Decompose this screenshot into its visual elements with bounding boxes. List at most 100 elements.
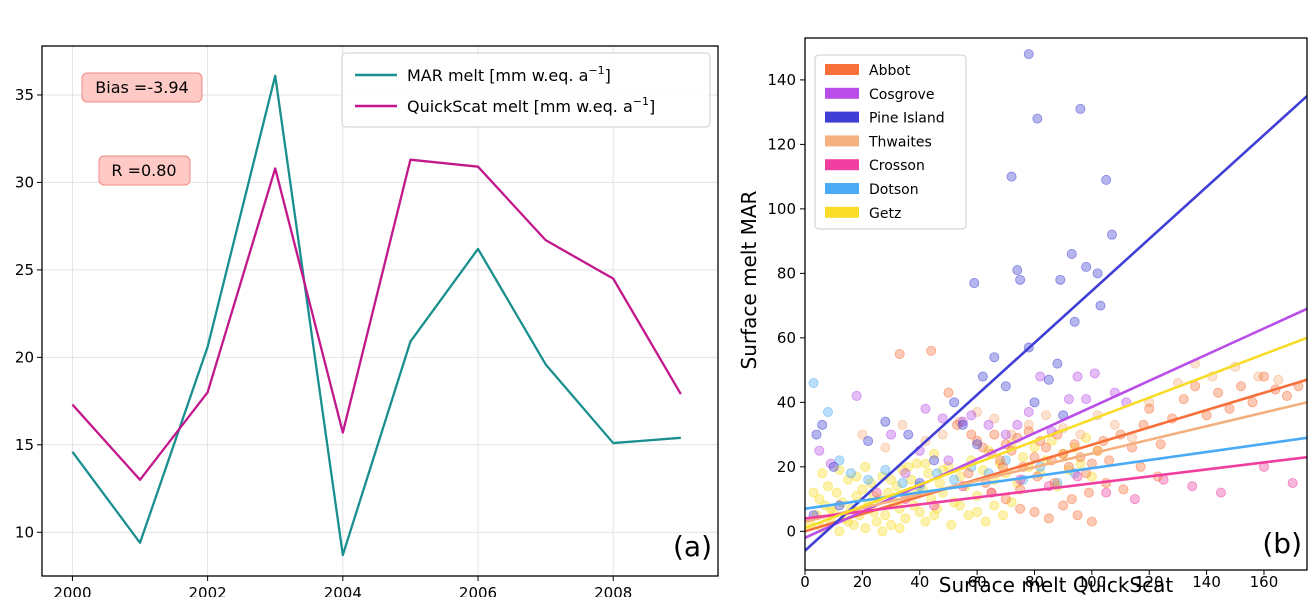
y-tick-label: 80	[777, 264, 796, 282]
point-pine-island	[817, 419, 828, 430]
point-pine-island	[957, 419, 968, 430]
legend-swatch-dotson	[825, 183, 859, 194]
panel-a-series	[71, 74, 682, 557]
y-tick-label: 140	[767, 71, 796, 89]
point-cosgrove	[1023, 407, 1034, 418]
point-crosson	[1287, 477, 1298, 488]
point-pine-island	[903, 429, 914, 440]
bias-annotation: Bias =-3.94	[81, 72, 203, 103]
point-cosgrove	[1081, 394, 1092, 405]
point-getz	[977, 465, 988, 476]
y-tick-label: 35	[15, 86, 34, 104]
point-getz	[920, 458, 931, 469]
point-thwaites	[1253, 371, 1264, 382]
point-pine-island	[863, 436, 874, 447]
point-abbot	[1015, 503, 1026, 514]
point-cosgrove	[886, 429, 897, 440]
x-axis-label: Surface melt QuickScat	[939, 573, 1174, 597]
point-cosgrove	[851, 390, 862, 401]
point-abbot	[966, 429, 977, 440]
point-cosgrove	[943, 455, 954, 466]
y-tick-label: 40	[777, 393, 796, 411]
point-abbot	[943, 387, 954, 398]
point-cosgrove	[1035, 371, 1046, 382]
point-pine-island	[1052, 358, 1063, 369]
point-thwaites	[937, 429, 948, 440]
point-getz	[860, 523, 871, 534]
legend-swatch-pine-island	[825, 111, 859, 123]
y-tick-label: 100	[767, 200, 796, 218]
point-dotson	[808, 377, 819, 388]
point-pine-island	[969, 278, 980, 289]
point-thwaites	[989, 413, 1000, 424]
point-getz	[894, 523, 905, 534]
point-getz	[903, 461, 914, 472]
point-getz	[980, 516, 991, 527]
point-thwaites	[897, 419, 908, 430]
point-pine-island	[1055, 274, 1066, 285]
panel-b-frame	[804, 37, 1308, 571]
point-cosgrove	[1089, 368, 1100, 379]
fit-line-cosgrove	[805, 307, 1307, 539]
panel-a-frame	[41, 45, 719, 577]
point-thwaites	[1273, 374, 1284, 385]
point-getz	[1029, 442, 1040, 453]
fit-line-crosson	[805, 455, 1307, 520]
point-getz	[834, 465, 845, 476]
point-pine-island	[1015, 274, 1026, 285]
point-pine-island	[1106, 229, 1117, 240]
bias-text: Bias =-3.94	[95, 78, 188, 97]
point-getz	[906, 474, 917, 485]
point-abbot	[1040, 442, 1051, 453]
point-cosgrove	[957, 416, 968, 427]
point-getz	[929, 510, 940, 521]
point-abbot	[989, 429, 1000, 440]
point-pine-island	[880, 416, 891, 427]
x-tick-label: 2006	[459, 584, 497, 597]
legend-label-dotson: Dotson	[869, 182, 919, 198]
point-abbot	[1144, 403, 1155, 414]
point-cosgrove	[966, 410, 977, 421]
x-tick-label: 60	[968, 573, 987, 591]
point-abbot	[1135, 461, 1146, 472]
point-getz	[963, 510, 974, 521]
y-tick-label: 60	[777, 329, 796, 347]
point-cosgrove	[983, 419, 994, 430]
x-tick-label: 160	[1250, 573, 1279, 591]
point-abbot	[1000, 494, 1011, 505]
y-tick-label: 15	[15, 436, 34, 454]
point-getz	[934, 477, 945, 488]
point-abbot	[1029, 506, 1040, 517]
point-abbot	[1043, 513, 1054, 524]
point-cosgrove	[1063, 394, 1074, 405]
point-crosson	[1215, 487, 1226, 498]
point-getz	[831, 487, 842, 498]
point-abbot	[1258, 371, 1269, 382]
y-axis-label: Surface melt MAR	[737, 190, 761, 369]
point-getz	[946, 519, 957, 530]
point-getz	[954, 500, 965, 511]
point-thwaites	[972, 407, 983, 418]
legend-swatch-abbot	[825, 64, 859, 75]
point-getz	[914, 506, 925, 517]
point-cosgrove	[1000, 429, 1011, 440]
point-dotson	[949, 474, 960, 485]
x-tick-label: 2002	[189, 584, 227, 597]
x-tick-label: 2004	[324, 584, 362, 597]
legend-label-pine-island: Pine Island	[869, 111, 945, 127]
fit-line-abbot	[805, 378, 1307, 533]
point-dotson	[880, 465, 891, 476]
point-cosgrove	[920, 403, 931, 414]
panel-b-ticks: 0 20 40 60 80 100 120 140 160 0 20 40 60 80 100 120 140	[767, 71, 1278, 591]
point-getz	[891, 481, 902, 492]
quickscat-melt-line	[71, 158, 682, 481]
point-abbot	[1072, 510, 1083, 521]
point-abbot	[972, 436, 983, 447]
x-tick-label: 2008	[594, 584, 632, 597]
point-getz	[886, 474, 897, 485]
x-tick-label: 2000	[53, 584, 91, 597]
point-getz	[900, 513, 911, 524]
fit-line-pine-island	[805, 95, 1307, 552]
point-abbot	[894, 348, 905, 359]
point-abbot	[995, 455, 1006, 466]
